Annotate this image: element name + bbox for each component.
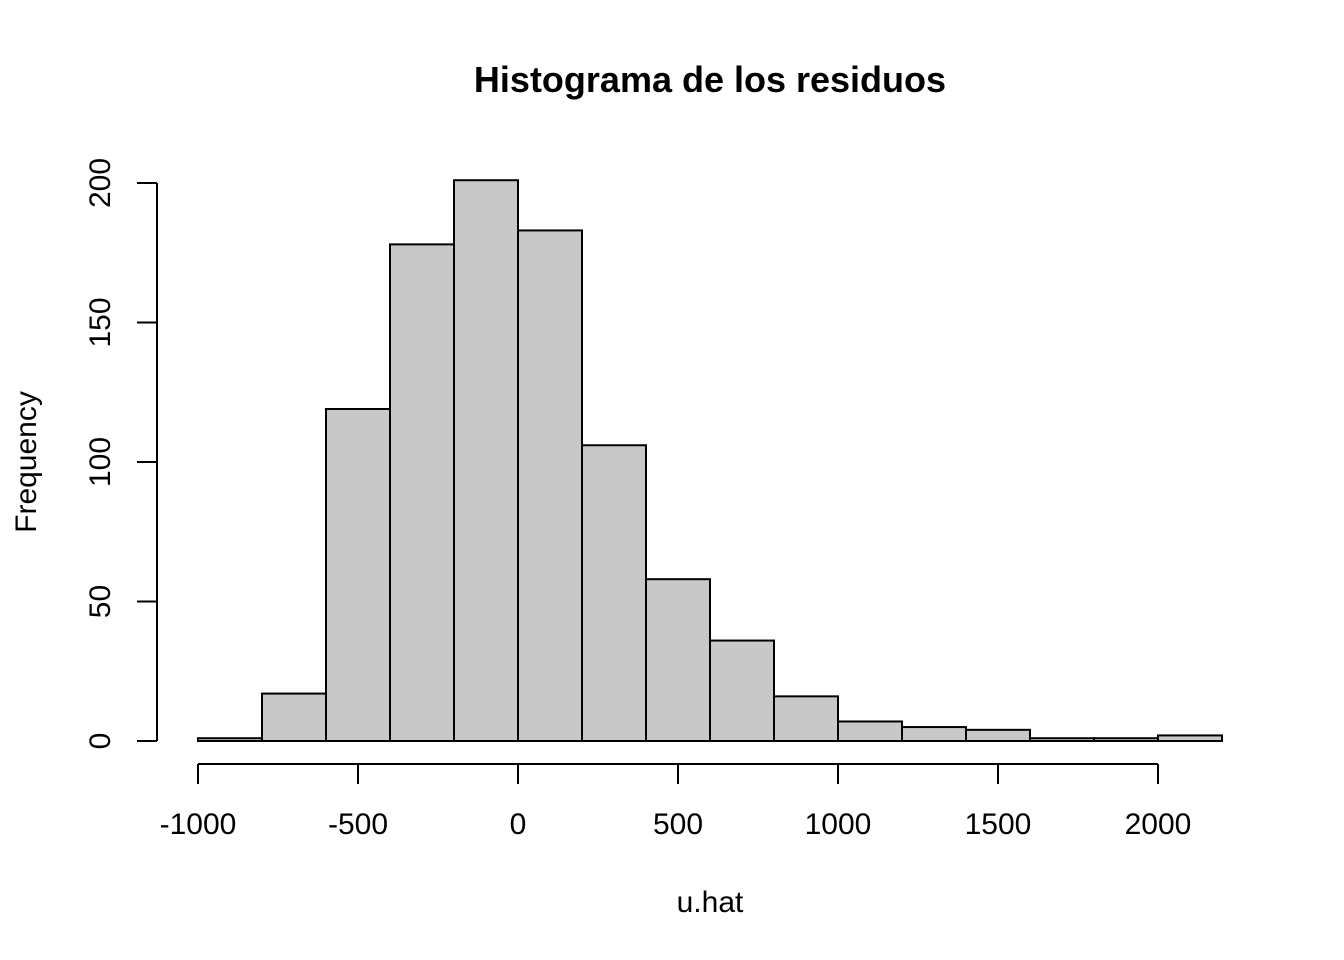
histogram-bar xyxy=(773,695,839,742)
histogram-bar xyxy=(645,578,711,742)
x-tick-label: -500 xyxy=(328,808,388,841)
y-axis-label: Frequency xyxy=(10,391,43,533)
histogram-bar xyxy=(389,243,455,742)
x-axis-label: u.hat xyxy=(677,886,744,919)
histogram-bar xyxy=(581,444,647,742)
x-axis: -1000 -500 0 500 1000 1500 2000 xyxy=(160,763,1192,841)
histogram-bar xyxy=(325,407,391,742)
y-tick-label: 50 xyxy=(84,585,117,618)
y-tick-label: 100 xyxy=(84,437,117,487)
x-tick-label: 2000 xyxy=(1125,808,1192,841)
x-tick-label: -1000 xyxy=(160,808,237,841)
x-tick-label: 0 xyxy=(510,808,527,841)
histogram-bar xyxy=(197,737,263,743)
histogram-bar xyxy=(901,726,967,742)
histogram-bar xyxy=(453,179,519,742)
y-axis: 0 50 100 150 200 xyxy=(84,158,158,750)
histogram-bar xyxy=(709,639,775,742)
x-tick-label: 1000 xyxy=(805,808,872,841)
histogram-bar xyxy=(1157,734,1223,742)
y-tick-label: 150 xyxy=(84,297,117,347)
histogram-bar xyxy=(965,728,1031,743)
histogram-bar xyxy=(261,692,327,743)
histogram-bar xyxy=(1093,737,1159,743)
y-tick-label: 200 xyxy=(84,158,117,208)
x-tick-label: 1500 xyxy=(965,808,1032,841)
chart-title: Histograma de los residuos xyxy=(474,59,946,100)
histogram-bar xyxy=(1029,737,1095,743)
y-tick-label: 0 xyxy=(84,733,117,750)
histogram-bars xyxy=(197,179,1223,743)
histogram-bar xyxy=(517,229,583,742)
histogram-bar xyxy=(837,720,903,742)
x-tick-label: 500 xyxy=(653,808,703,841)
